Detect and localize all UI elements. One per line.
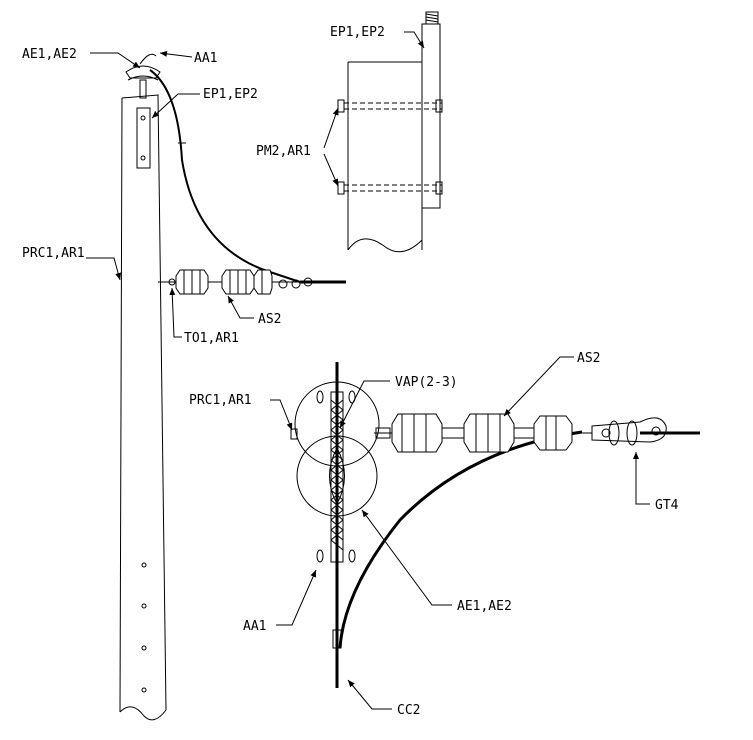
label-prc-detail: PRC1,AR1 [189,393,252,408]
top-insulator [125,53,161,99]
label-ep-detail: EP1,EP2 [330,25,385,40]
utility-pole [119,94,167,721]
leader-lines [86,31,650,710]
label-pm2: PM2,AR1 [256,144,311,159]
pole-insulator-string [158,269,346,295]
pole-section-detail [290,362,583,688]
pole-end-detail [337,11,443,253]
label-cc2: CC2 [397,703,420,718]
label-prc-pole: PRC1,AR1 [22,246,85,261]
pole-cable [149,69,301,283]
label-ae-top: AE1,AE2 [22,47,77,62]
label-as2-detail: AS2 [577,351,600,366]
label-aa-detail: AA1 [243,619,266,634]
label-gt4: GT4 [655,498,679,513]
callout-labels: AE1,AE2 AA1 EP1,EP2 EP1,EP2 PM2,AR1 PRC1… [22,25,679,718]
label-aa-top: AA1 [194,51,217,66]
pole-top-bracket [136,107,151,169]
label-ae-detail: AE1,AE2 [457,599,512,614]
detail-insulator-string [374,413,700,453]
label-as2-pole: AS2 [258,312,281,327]
label-to1: TO1,AR1 [184,331,239,346]
label-vap: VAP(2-3) [395,375,458,390]
label-ep-pole: EP1,EP2 [203,87,258,102]
